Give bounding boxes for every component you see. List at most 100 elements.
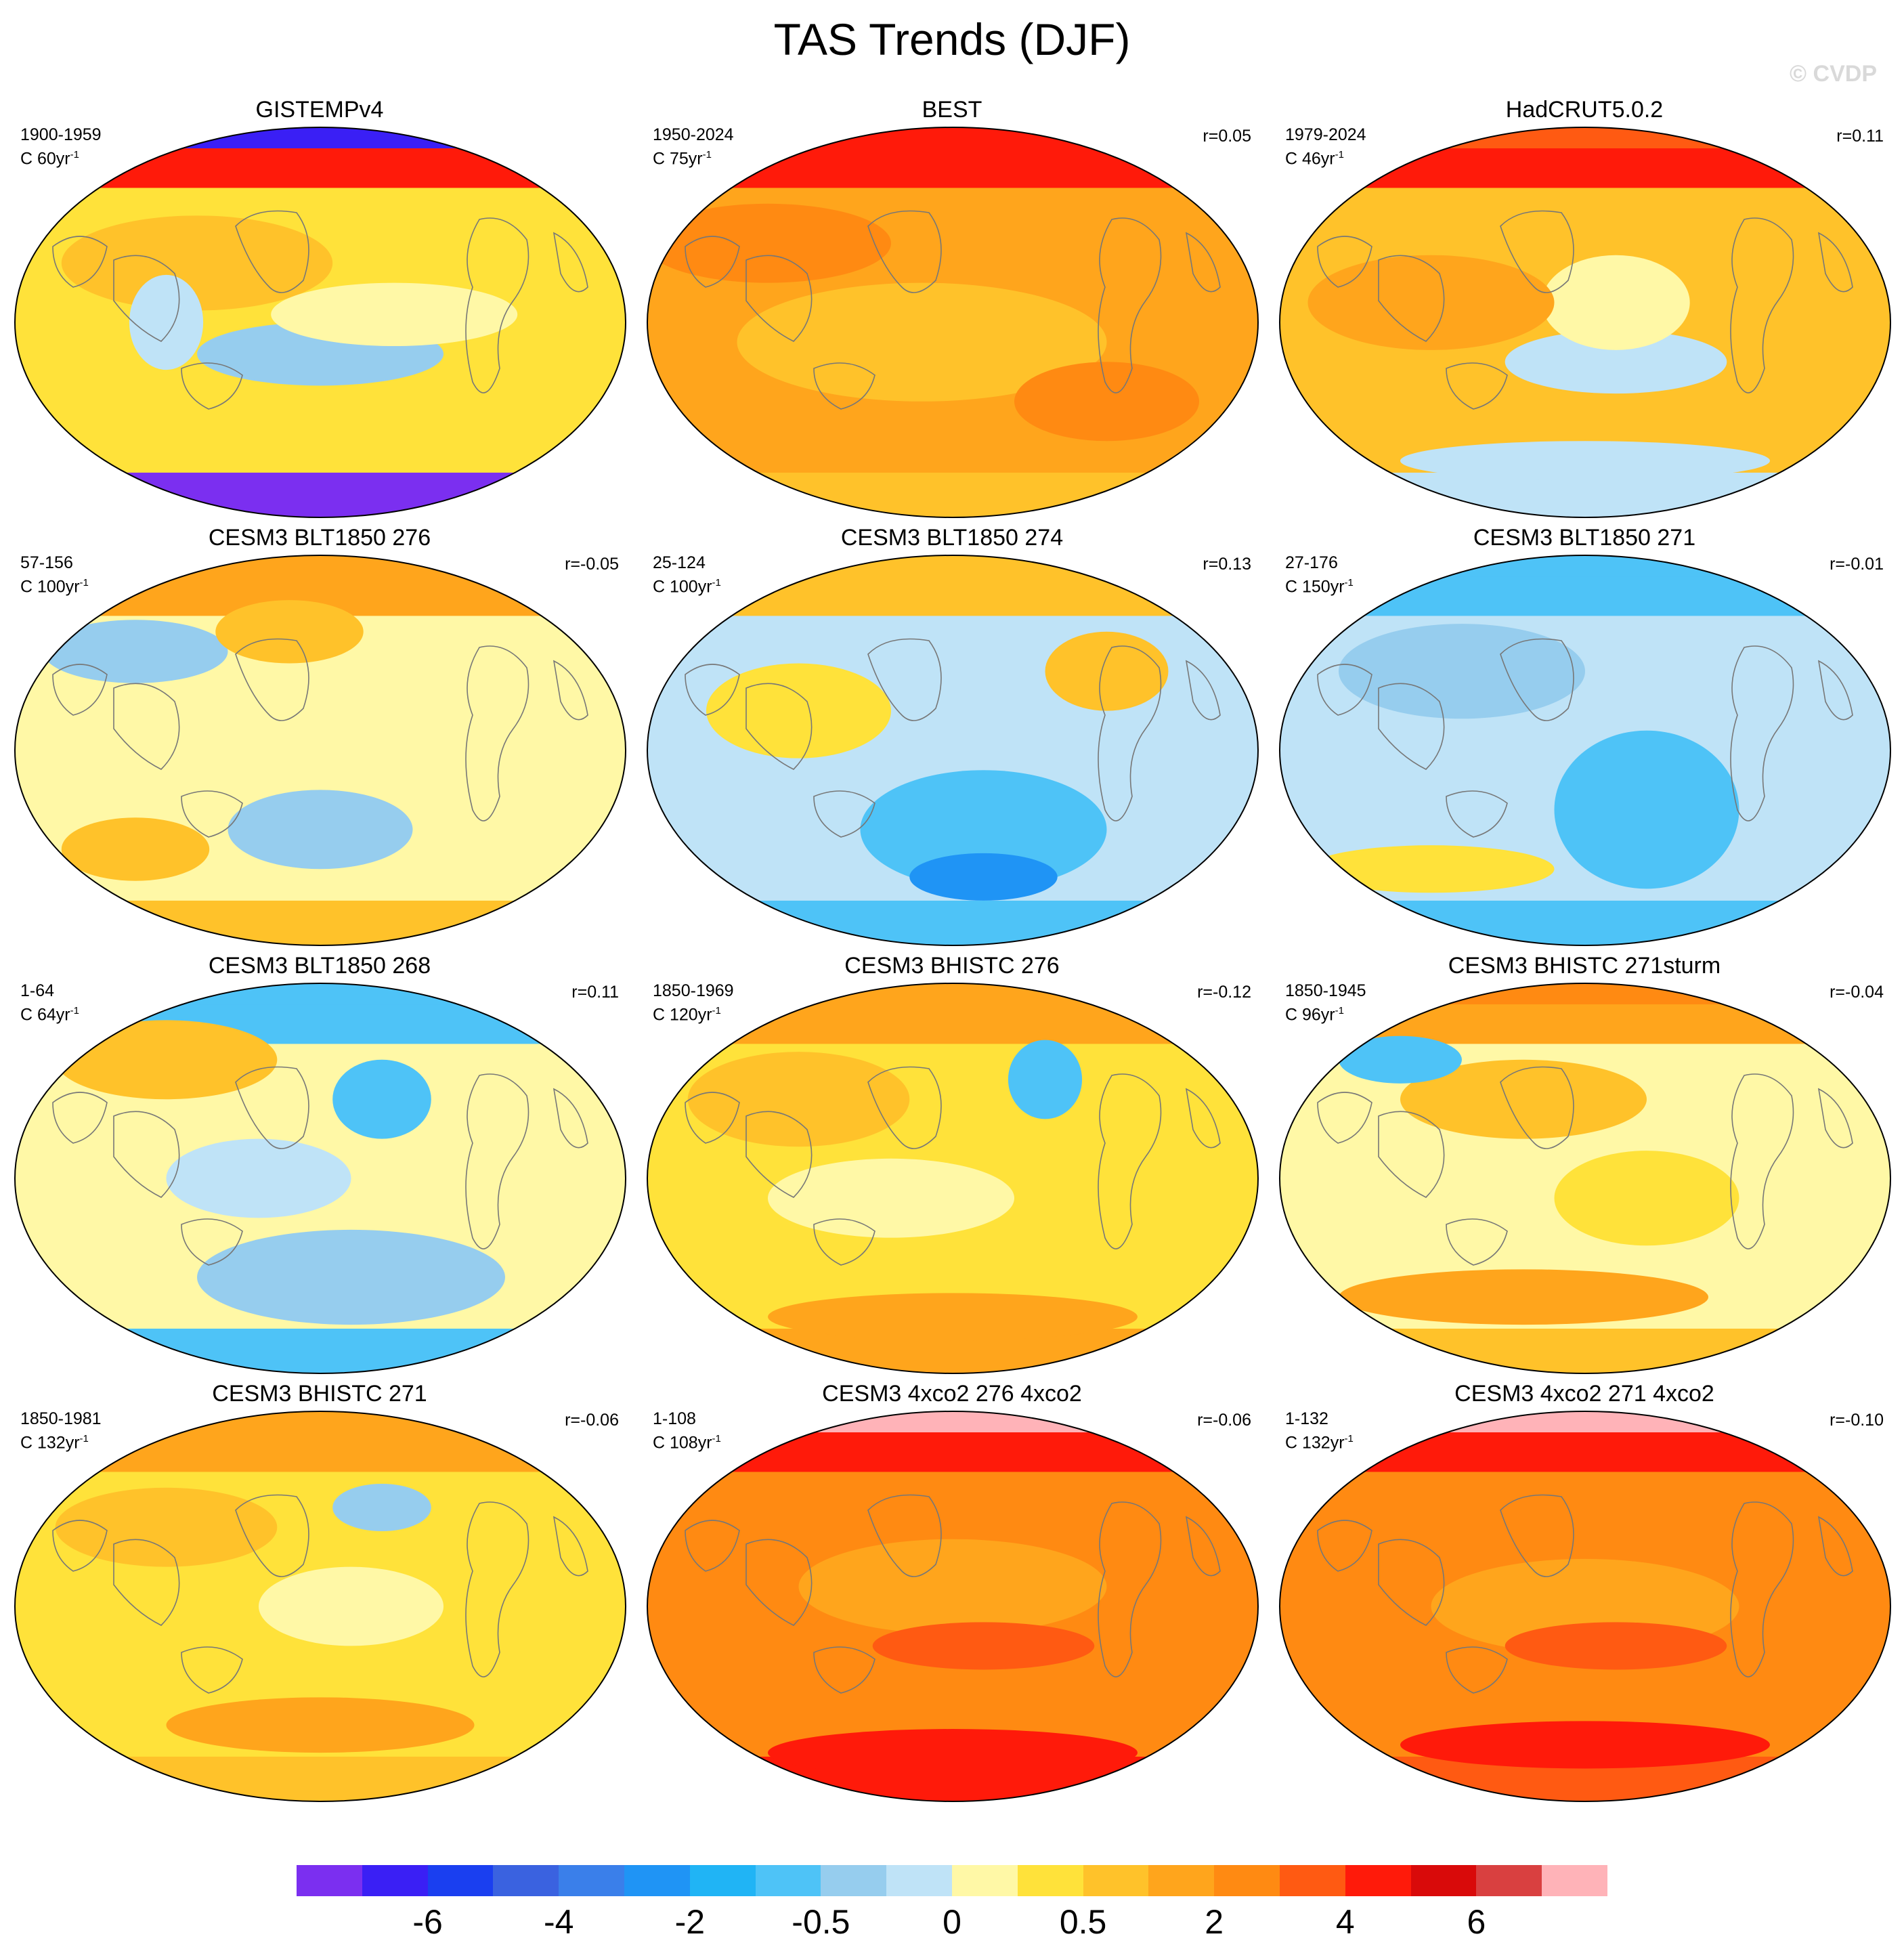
trend-anomaly-patch xyxy=(1400,441,1770,481)
coastline xyxy=(1817,1516,1853,1577)
trend-map xyxy=(647,555,1259,946)
coastline xyxy=(1730,217,1794,393)
coastline xyxy=(235,1494,309,1577)
units-superscript: -1 xyxy=(712,1005,721,1017)
panel-trend-units-text: C 108yr xyxy=(653,1433,712,1453)
trend-anomaly-patch xyxy=(798,1539,1107,1634)
trend-anomaly-patch xyxy=(768,1158,1014,1238)
colorbar-swatch xyxy=(493,1865,559,1896)
trend-anomaly-patch xyxy=(860,770,1107,889)
panel-pattern-correlation: r=-0.05 xyxy=(565,555,619,574)
trend-map xyxy=(14,1411,626,1802)
coastline xyxy=(181,1646,243,1694)
units-superscript: -1 xyxy=(1335,1005,1344,1017)
coastline xyxy=(181,362,243,410)
panel-title: CESM3 4xco2 271 4xco2 xyxy=(1454,1381,1714,1407)
colorbar-swatch xyxy=(1017,1865,1084,1896)
colorbar-swatch xyxy=(559,1865,625,1896)
cvdp-credit: © CVDP xyxy=(1790,61,1877,87)
trend-anomaly-patch xyxy=(55,1487,278,1567)
coastline xyxy=(1500,638,1574,721)
panel-period: 1850-1981 xyxy=(20,1409,102,1428)
antarctic-band xyxy=(647,472,1258,517)
coastline xyxy=(1098,1073,1162,1249)
colorbar-swatch xyxy=(755,1865,821,1896)
trend-map xyxy=(647,983,1259,1374)
trend-anomaly-patch xyxy=(1554,730,1739,889)
panel-period: 25-124 xyxy=(653,553,706,572)
coastline xyxy=(553,1088,588,1149)
trend-anomaly-patch xyxy=(43,620,228,683)
coastline xyxy=(1730,1501,1794,1677)
trend-anomaly-patch xyxy=(332,1483,431,1532)
coastline xyxy=(813,1646,875,1694)
trend-anomaly-patch xyxy=(1400,1059,1647,1139)
map-panel: GISTEMPv4 1900-1959 C 60yr-1 xyxy=(8,96,631,523)
panel-period: 1900-1959 xyxy=(20,125,102,144)
figure-title: TAS Trends (DJF) xyxy=(773,14,1131,64)
trend-anomaly-patch xyxy=(768,1293,1138,1341)
units-superscript: -1 xyxy=(1335,149,1344,161)
colorbar-tick-label: -0.5 xyxy=(792,1903,850,1941)
trend-anomaly-patch xyxy=(687,1052,910,1147)
units-superscript: -1 xyxy=(70,149,79,161)
colorbar-swatch xyxy=(1280,1865,1346,1896)
map-outline xyxy=(14,555,626,946)
coastline xyxy=(113,255,180,342)
colorbar-swatch xyxy=(1083,1865,1149,1896)
trend-anomaly-patch xyxy=(61,817,210,881)
colorbar-swatch xyxy=(624,1865,691,1896)
arctic-cap xyxy=(780,1411,1125,1433)
coastline xyxy=(1185,660,1221,721)
colorbar-swatch xyxy=(1214,1865,1280,1896)
map-outline xyxy=(14,983,626,1374)
units-superscript: -1 xyxy=(1344,577,1354,589)
trend-anomaly-patch xyxy=(129,274,204,370)
colorbar-tick-label: 2 xyxy=(1205,1903,1224,1941)
panel-period: 1-64 xyxy=(20,981,55,1000)
map-panel: CESM3 4xco2 271 4xco2 1-132 C 132yr-1 r=-0.… xyxy=(1273,1380,1896,1807)
panel-pattern-correlation: r=0.13 xyxy=(1203,555,1251,574)
trend-anomaly-patch xyxy=(1542,255,1690,350)
panel-pattern-correlation: r=0.11 xyxy=(1836,127,1884,146)
panel-trend-units: C 75yr-1 xyxy=(653,145,712,169)
colorbar-swatch xyxy=(1542,1865,1608,1896)
arctic-cap xyxy=(780,555,1125,577)
trend-anomaly-patch xyxy=(1339,624,1585,719)
panel-period: 1850-1969 xyxy=(653,981,734,1000)
trend-anomaly-patch xyxy=(259,1566,443,1646)
arctic-cap xyxy=(1412,555,1758,577)
trend-anomaly-patch xyxy=(228,790,413,870)
trend-map xyxy=(14,983,626,1374)
trend-map xyxy=(14,555,626,946)
trend-anomaly-patch xyxy=(1307,255,1555,350)
coastline xyxy=(1817,1088,1853,1149)
trend-anomaly-patch xyxy=(1505,330,1727,394)
panel-pattern-correlation: r=-0.06 xyxy=(565,1411,619,1430)
coastline xyxy=(1378,255,1445,342)
arctic-cap xyxy=(780,127,1125,149)
trend-map xyxy=(1279,983,1891,1374)
colorbar-swatch xyxy=(1148,1865,1215,1896)
coastline xyxy=(52,1092,108,1144)
panel-pattern-correlation: r=-0.01 xyxy=(1830,555,1884,574)
panel-trend-units: C 46yr-1 xyxy=(1285,145,1344,169)
coastline xyxy=(181,790,243,838)
panel-title: GISTEMPv4 xyxy=(255,97,384,123)
trend-anomaly-patch xyxy=(737,282,1107,402)
map-outline xyxy=(647,555,1259,946)
coastline xyxy=(113,1111,180,1198)
map-outline xyxy=(1279,555,1891,946)
arctic-cap xyxy=(148,983,493,1005)
coastline xyxy=(465,645,529,821)
trend-map xyxy=(647,127,1259,518)
arctic-cap xyxy=(148,555,493,577)
trend-anomaly-patch xyxy=(1505,1622,1727,1670)
panel-pattern-correlation: r=-0.06 xyxy=(1197,1411,1251,1430)
panel-trend-units-text: C 150yr xyxy=(1285,577,1345,597)
trend-anomaly-patch xyxy=(909,853,1058,901)
colorbar-swatch xyxy=(297,1865,363,1896)
map-panel: CESM3 4xco2 276 4xco2 1-108 C 108yr-1 r=-0.… xyxy=(641,1380,1263,1807)
antarctic-band xyxy=(15,472,626,517)
coastline xyxy=(867,1066,942,1149)
